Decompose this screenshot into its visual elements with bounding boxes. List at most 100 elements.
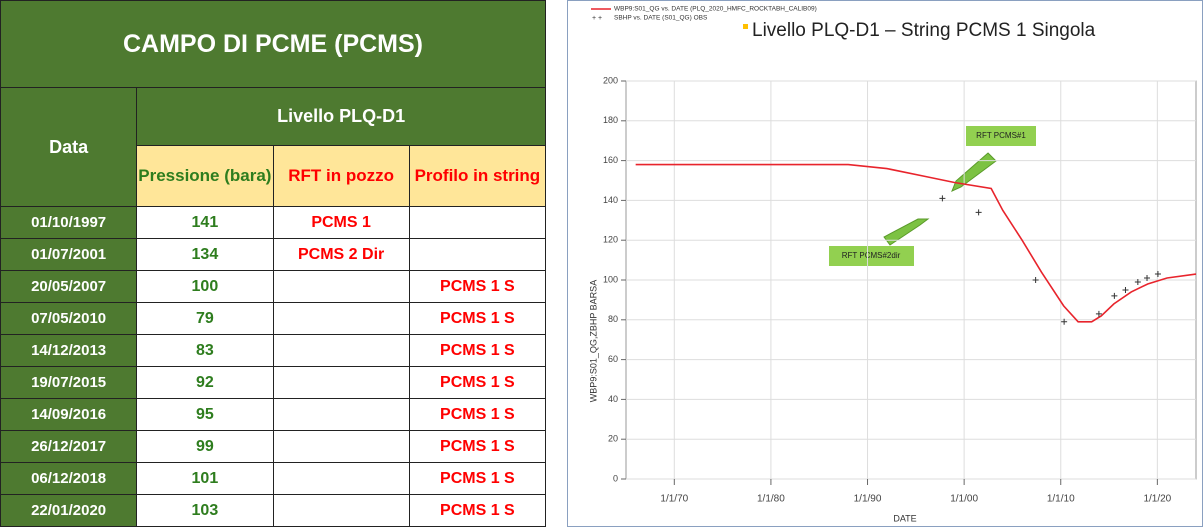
observed-point: [1032, 277, 1039, 283]
y-tick-label: 60: [608, 354, 618, 364]
table-cell: [408, 206, 547, 239]
table-cell: PCMS 1: [272, 206, 410, 239]
y-tick-label: 100: [603, 274, 618, 284]
y-tick-label: 0: [613, 473, 618, 483]
table-row: 06/12/2018 101 PCMS 1 S: [0, 462, 547, 495]
table-row: 19/07/2015 92 PCMS 1 S: [0, 366, 547, 399]
observed-point: [1061, 318, 1068, 325]
x-tick-label: 1/1/70: [660, 494, 688, 505]
y-axis-label: WBP9:S01_QG,ZBHP BARSA: [588, 280, 598, 402]
table-cell: 134: [136, 238, 274, 271]
y-tick-label: 140: [603, 195, 618, 205]
y-tick-label: 40: [608, 394, 618, 404]
table-title: CAMPO DI PCME (PCMS): [0, 0, 546, 88]
observed-point: [1144, 275, 1151, 282]
table-cell: 83: [136, 334, 274, 367]
table-row: 01/10/1997 141 PCMS 1: [0, 206, 547, 239]
table-cell: PCMS 1 S: [408, 302, 547, 335]
chart: WBP9:S01_QG vs. DATE (PLQ_2020_HMFC_ROCK…: [567, 0, 1203, 527]
table-cell: 101: [136, 462, 274, 495]
table-cell: 06/12/2018: [0, 462, 138, 495]
table-cell: 103: [136, 494, 274, 527]
chart-title: Livello PLQ-D1 – String PCMS 1 Singola: [752, 20, 1096, 41]
level-header: Livello PLQ-D1: [136, 87, 546, 146]
y-tick-label: 200: [603, 75, 618, 85]
table-cell: 92: [136, 366, 274, 399]
table-cell: 14/12/2013: [0, 334, 138, 367]
legend-marker: + +: [592, 15, 602, 22]
table-row: 14/12/2013 83 PCMS 1 S: [0, 334, 547, 367]
table-cell: PCMS 1 S: [408, 366, 547, 399]
table-cell: [272, 366, 410, 399]
table-cell: 100: [136, 270, 274, 303]
y-tick-label: 160: [603, 155, 618, 165]
column-header: Pressione (bara): [136, 145, 274, 207]
table-cell: 22/01/2020: [0, 494, 138, 527]
table-cell: 01/10/1997: [0, 206, 138, 239]
table-cell: [272, 430, 410, 463]
table-row: 07/05/2010 79 PCMS 1 S: [0, 302, 547, 335]
table-cell: 20/05/2007: [0, 270, 138, 303]
table-row: 26/12/2017 99 PCMS 1 S: [0, 430, 547, 463]
table-cell: 95: [136, 398, 274, 431]
table-cell: 14/09/2016: [0, 398, 138, 431]
table-body: 01/10/1997 141 PCMS 1 01/07/2001 134 PCMS 2 D…: [0, 206, 547, 527]
annotation: RFT PCMS#2dir: [842, 251, 901, 260]
column-header: Profilo in string: [408, 145, 547, 207]
table-cell: 19/07/2015: [0, 366, 138, 399]
table-cell: PCMS 1 S: [408, 462, 547, 495]
legend-label: WBP9:S01_QG vs. DATE (PLQ_2020_HMFC_ROCK…: [614, 6, 817, 13]
x-axis-label: DATE: [893, 513, 916, 523]
observed-point: [1154, 271, 1161, 278]
observed-point: [975, 209, 982, 216]
observed-point: [1111, 292, 1118, 299]
table-cell: PCMS 1 S: [408, 270, 547, 303]
table-cell: 07/05/2010: [0, 302, 138, 335]
observed-point: [1095, 310, 1102, 317]
table-cell: 26/12/2017: [0, 430, 138, 463]
legend-label: SBHP vs. DATE (S01_QG) OBS: [614, 15, 708, 22]
pressure-table: CAMPO DI PCME (PCMS) Data Livello PLQ-D1…: [0, 0, 547, 527]
table-row: 01/07/2001 134 PCMS 2 Dir: [0, 238, 547, 271]
table-cell: [272, 462, 410, 495]
table-row: 14/09/2016 95 PCMS 1 S: [0, 398, 547, 431]
table-cell: [272, 302, 410, 335]
table-cell: PCMS 1 S: [408, 430, 547, 463]
table-cell: [272, 334, 410, 367]
x-tick-label: 1/1/90: [854, 494, 882, 505]
y-tick-label: 20: [608, 434, 618, 444]
table-cell: [272, 270, 410, 303]
table-cell: [272, 398, 410, 431]
table-cell: 99: [136, 430, 274, 463]
table-cell: 141: [136, 206, 274, 239]
annotation-box: [966, 126, 1036, 146]
table-cell: [272, 494, 410, 527]
title-marker: [743, 24, 748, 29]
annotation-arrow: [951, 152, 997, 192]
column-header: RFT in pozzo: [272, 145, 410, 207]
annotation-arrow: [883, 218, 930, 246]
x-tick-label: 1/1/20: [1143, 494, 1171, 505]
x-tick-label: 1/1/80: [757, 494, 785, 505]
annotation-box: [829, 246, 914, 266]
table-row: 22/01/2020 103 PCMS 1 S: [0, 494, 547, 527]
x-tick-label: 1/1/10: [1047, 494, 1075, 505]
table-row: 20/05/2007 100 PCMS 1 S: [0, 270, 547, 303]
table-cell: 79: [136, 302, 274, 335]
table-cell: [408, 238, 547, 271]
observed-point: [1134, 278, 1141, 285]
y-tick-label: 80: [608, 314, 618, 324]
table-cell: PCMS 1 S: [408, 398, 547, 431]
table-cell: 01/07/2001: [0, 238, 138, 271]
x-tick-label: 1/1/00: [950, 494, 978, 505]
observed-point: [1122, 286, 1129, 293]
y-tick-label: 180: [603, 115, 618, 125]
observed-point: [939, 195, 946, 202]
table-cell: PCMS 1 S: [408, 334, 547, 367]
date-header: Data: [0, 87, 138, 207]
table-cell: PCMS 2 Dir: [272, 238, 410, 271]
annotation: RFT PCMS#1: [976, 131, 1026, 140]
table-cell: PCMS 1 S: [408, 494, 547, 527]
simulated-line: [635, 163, 1197, 323]
